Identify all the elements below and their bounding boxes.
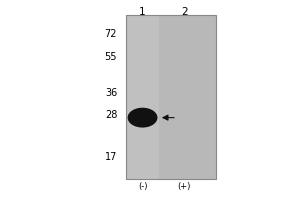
FancyBboxPatch shape xyxy=(159,15,216,179)
Text: 36: 36 xyxy=(105,88,117,98)
Text: 55: 55 xyxy=(105,52,117,62)
Text: 28: 28 xyxy=(105,110,117,120)
Text: 17: 17 xyxy=(105,152,117,162)
Text: 1: 1 xyxy=(139,7,146,17)
Text: (-): (-) xyxy=(138,182,147,191)
FancyBboxPatch shape xyxy=(126,15,159,179)
Text: 72: 72 xyxy=(105,29,117,39)
Text: (+): (+) xyxy=(178,182,191,191)
Ellipse shape xyxy=(128,108,158,128)
Text: 2: 2 xyxy=(181,7,188,17)
